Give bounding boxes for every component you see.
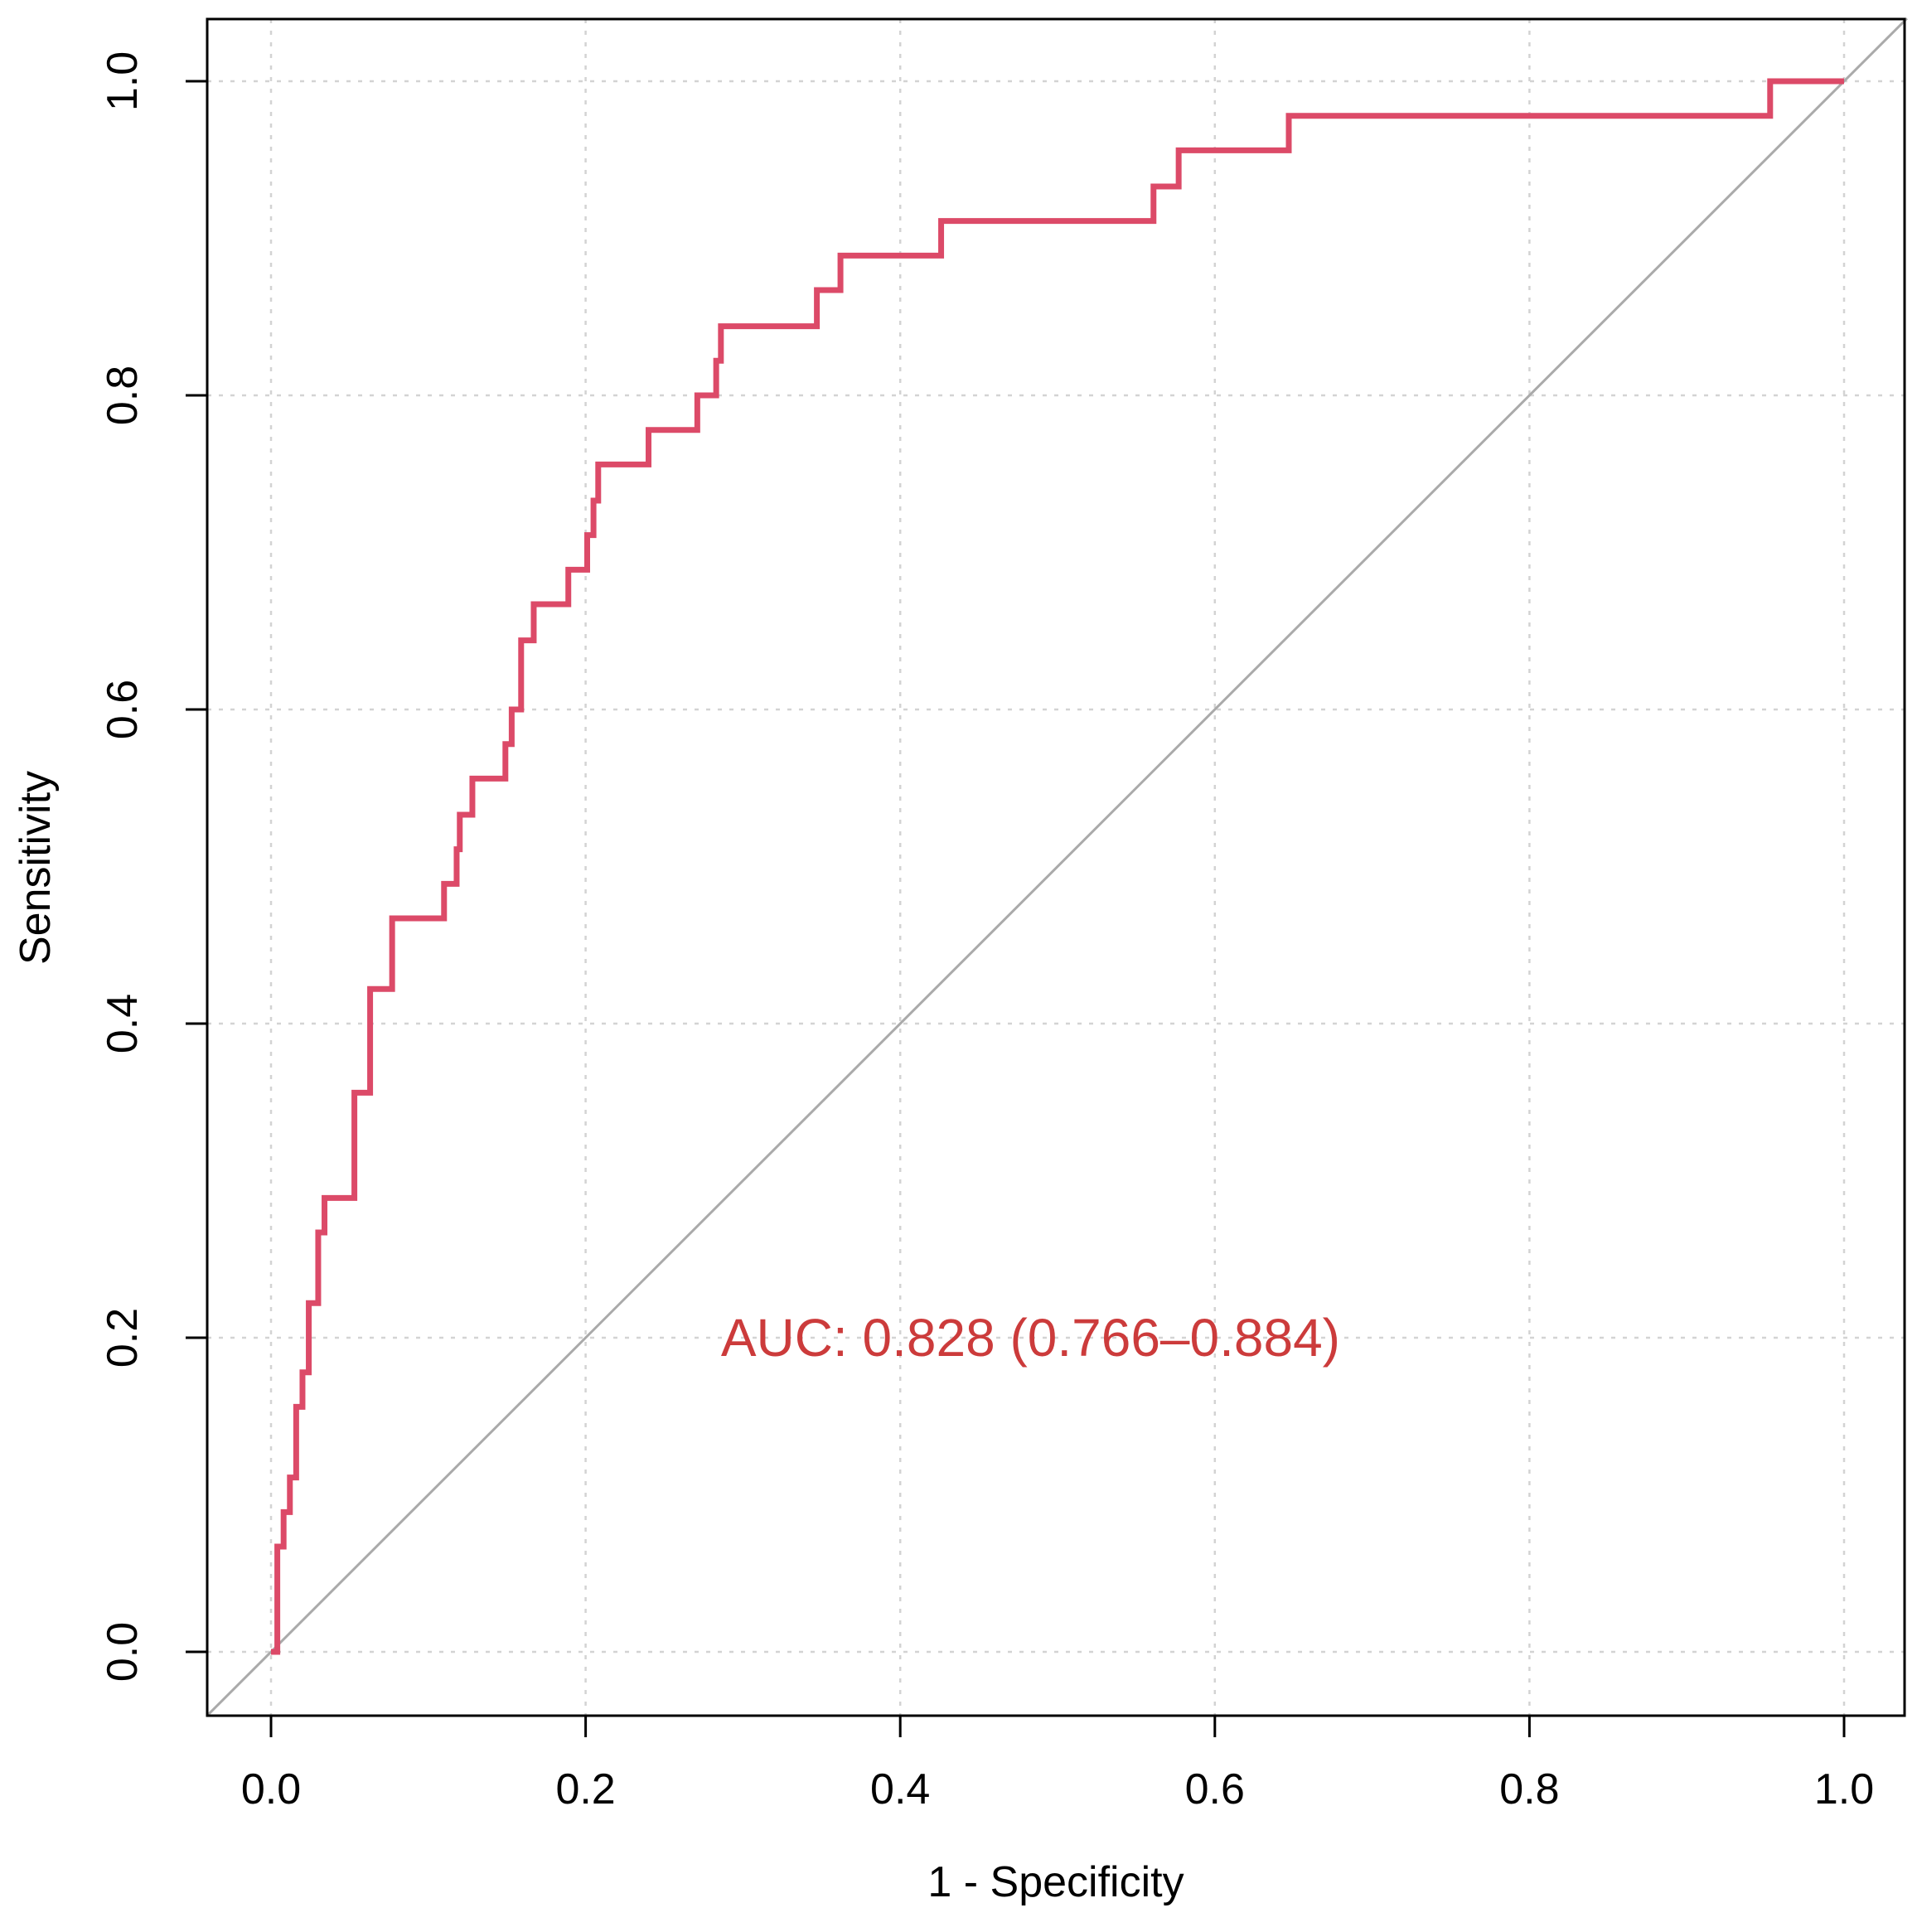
- y-tick-label-0: 0.0: [99, 1622, 147, 1682]
- x-tick-label-4: 0.8: [1499, 1765, 1559, 1813]
- y-tick-label-3: 0.6: [99, 680, 147, 739]
- y-tick-label-5: 1.0: [99, 51, 147, 111]
- x-axis: 0.0 0.2 0.4 0.6 0.8 1.0: [241, 1714, 1874, 1813]
- grid-lines: [207, 19, 1905, 1716]
- x-tick-label-1: 0.2: [555, 1765, 615, 1813]
- x-tick-label-2: 0.4: [870, 1765, 930, 1813]
- y-tick-label-2: 0.4: [99, 994, 147, 1053]
- y-tick-label-4: 0.8: [99, 366, 147, 425]
- y-tick-label-1: 0.2: [99, 1308, 147, 1368]
- reference-diagonal-line: [207, 17, 1908, 1716]
- x-tick-label-3: 0.6: [1185, 1765, 1245, 1813]
- x-tick-label-5: 1.0: [1814, 1765, 1874, 1813]
- x-tick-label-0: 0.0: [241, 1765, 301, 1813]
- roc-curve-line: [271, 78, 1844, 1655]
- auc-annotation: AUC: 0.828 (0.766–0.884): [721, 1308, 1340, 1368]
- y-axis-title: Sensitivity: [12, 771, 60, 965]
- x-axis-title: 1 - Specificity: [927, 1858, 1184, 1906]
- y-axis: 0.0 0.2 0.4 0.6 0.8 1.0: [99, 51, 209, 1682]
